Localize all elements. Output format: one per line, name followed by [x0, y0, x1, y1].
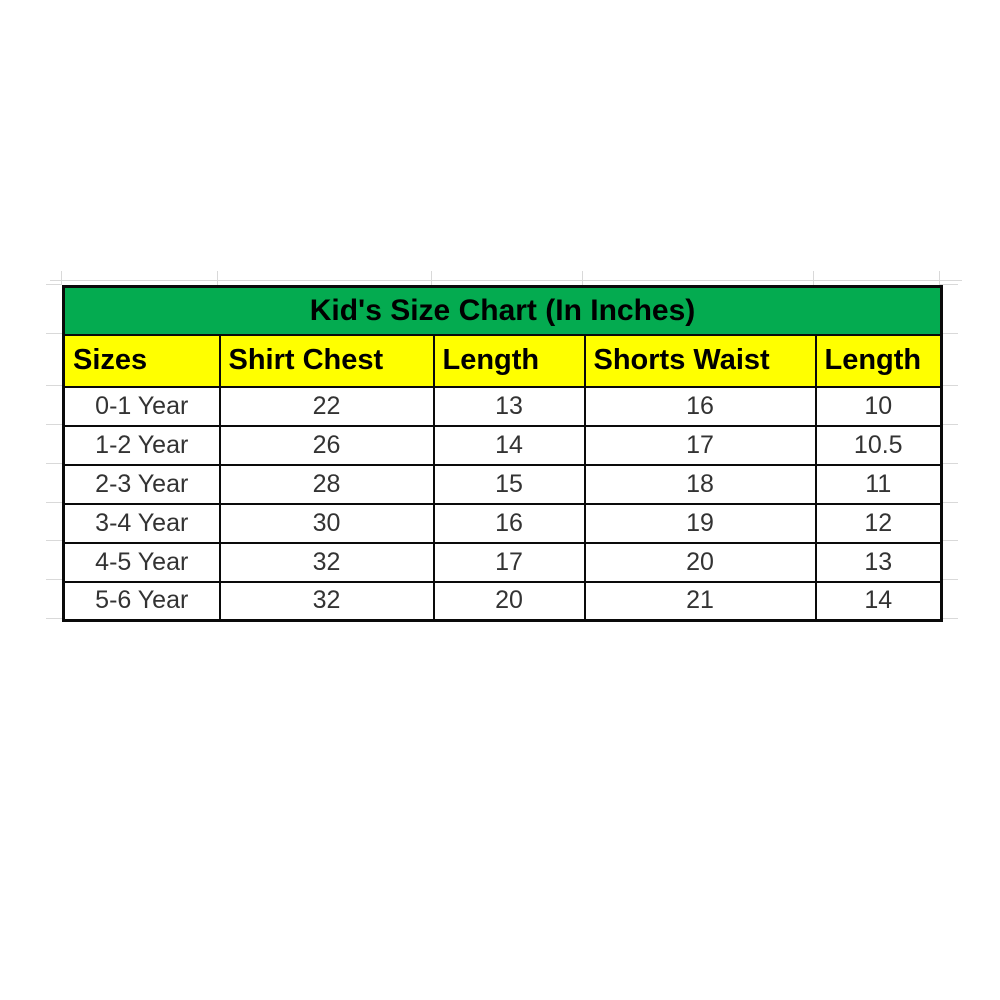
gridline-tick-top [582, 271, 583, 285]
gridline-tick-top [813, 271, 814, 285]
column-header-shorts-length: Length [814, 333, 943, 388]
gridline-tick-right [940, 540, 958, 541]
table-row: 4-5 Year 32 17 20 13 [62, 541, 943, 583]
table-cell: 13 [814, 541, 943, 583]
column-header-shirt-chest: Shirt Chest [218, 333, 435, 388]
table-cell: 30 [218, 502, 435, 544]
gridline-tick-right [940, 424, 958, 425]
table-cell: 20 [583, 541, 817, 583]
gridline-tick-top [431, 271, 432, 285]
table-cell: 28 [218, 463, 435, 505]
table-cell: 17 [583, 424, 817, 466]
size-label: 2-3 Year [62, 463, 221, 505]
table-cell: 14 [432, 424, 586, 466]
table-cell: 32 [218, 580, 435, 622]
table-cell: 26 [218, 424, 435, 466]
table-cell: 32 [218, 541, 435, 583]
size-chart-table: Kid's Size Chart (In Inches) Sizes Shirt… [62, 285, 944, 622]
table-row: 0-1 Year 22 13 16 10 [62, 385, 943, 427]
gridline-tick-right [940, 618, 958, 619]
gridline-tick-right [940, 463, 958, 464]
gridline-above-table [50, 280, 962, 281]
header-row: Sizes Shirt Chest Length Shorts Waist Le… [62, 333, 943, 388]
gridline-tick-left [46, 502, 62, 503]
size-label: 4-5 Year [62, 541, 221, 583]
table-cell: 22 [218, 385, 435, 427]
gridline-tick-left [46, 333, 62, 334]
table-row: 1-2 Year 26 14 17 10.5 [62, 424, 943, 466]
gridline-tick-left [46, 618, 62, 619]
title-row: Kid's Size Chart (In Inches) [62, 285, 943, 336]
table-cell: 16 [583, 385, 817, 427]
size-chart-container: Kid's Size Chart (In Inches) Sizes Shirt… [62, 285, 944, 622]
table-row: 3-4 Year 30 16 19 12 [62, 502, 943, 544]
table-cell: 16 [432, 502, 586, 544]
column-header-shorts-waist: Shorts Waist [583, 333, 817, 388]
column-header-shirt-length: Length [432, 333, 586, 388]
table-row: 5-6 Year 32 20 21 14 [62, 580, 943, 622]
size-label: 1-2 Year [62, 424, 221, 466]
table-cell: 13 [432, 385, 586, 427]
table-cell: 21 [583, 580, 817, 622]
table-cell: 18 [583, 463, 817, 505]
gridline-tick-left [46, 579, 62, 580]
table-cell: 17 [432, 541, 586, 583]
table-row: 2-3 Year 28 15 18 11 [62, 463, 943, 505]
gridline-tick-right [940, 502, 958, 503]
size-label: 3-4 Year [62, 502, 221, 544]
gridline-tick-right [940, 385, 958, 386]
table-cell: 10.5 [814, 424, 943, 466]
gridline-tick-left [46, 463, 62, 464]
gridline-tick-right [940, 579, 958, 580]
gridline-tick-top [939, 271, 940, 285]
column-header-sizes: Sizes [62, 333, 221, 388]
gridline-tick-left [46, 284, 62, 285]
gridline-tick-left [46, 540, 62, 541]
table-cell: 11 [814, 463, 943, 505]
gridline-tick-right [940, 333, 958, 334]
gridline-tick-left [46, 424, 62, 425]
gridline-tick-left [46, 385, 62, 386]
table-cell: 14 [814, 580, 943, 622]
size-label: 5-6 Year [62, 580, 221, 622]
table-cell: 20 [432, 580, 586, 622]
gridline-tick-right [940, 284, 958, 285]
table-cell: 15 [432, 463, 586, 505]
table-title: Kid's Size Chart (In Inches) [62, 285, 943, 336]
gridline-tick-top [61, 271, 62, 285]
table-cell: 19 [583, 502, 817, 544]
table-cell: 12 [814, 502, 943, 544]
gridline-tick-top [217, 271, 218, 285]
size-label: 0-1 Year [62, 385, 221, 427]
table-cell: 10 [814, 385, 943, 427]
